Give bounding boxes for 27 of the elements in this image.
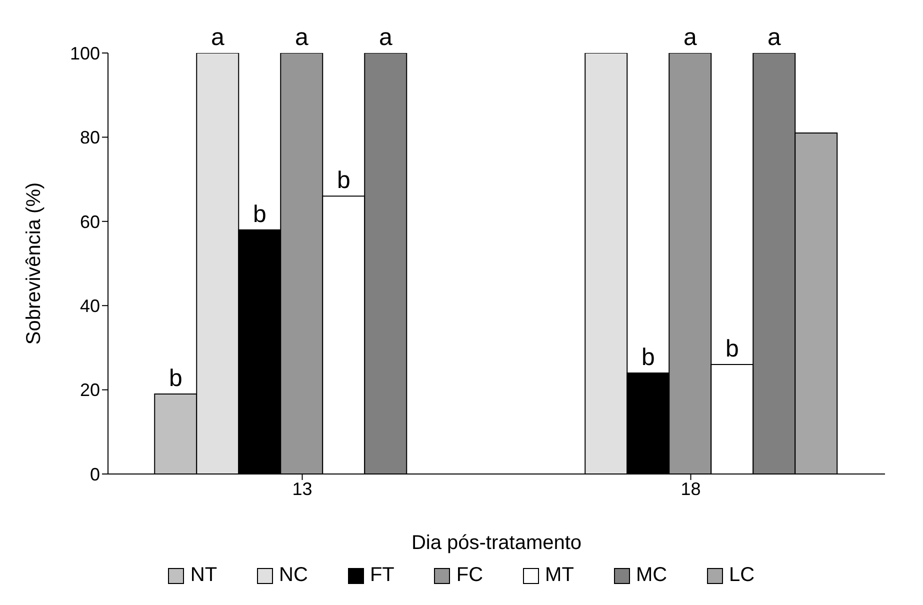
data-label: a — [210, 24, 225, 51]
y-tick-label: 60 — [80, 212, 100, 232]
legend-label: NC — [279, 564, 308, 587]
legend-label: LC — [729, 564, 755, 587]
data-label: b — [252, 200, 266, 228]
legend-label: FT — [370, 564, 394, 587]
data-label: a — [378, 24, 393, 51]
data-label: a — [294, 24, 309, 51]
data-label: b — [168, 365, 182, 392]
data-label: a — [683, 24, 698, 51]
x-tick-label: 13 — [292, 478, 312, 499]
data-label: a — [767, 24, 782, 51]
x-axis-title: Dia pós-tratamento — [411, 532, 582, 554]
x-tick-label: 18 — [680, 478, 701, 499]
data-label: b — [641, 344, 655, 371]
y-tick-label: 20 — [80, 380, 100, 400]
data-label: b — [725, 336, 739, 363]
y-tick-label: 80 — [80, 128, 100, 148]
legend-label: MC — [636, 564, 668, 587]
y-tick-label: 40 — [80, 296, 100, 316]
legend-label: MT — [545, 564, 574, 587]
y-axis-title: Sobrevivência (%) — [23, 182, 46, 345]
legend-label: NT — [190, 564, 218, 587]
y-tick-label: 0 — [90, 464, 100, 484]
data-label: b — [336, 167, 350, 194]
y-tick-label: 100 — [70, 43, 100, 64]
legend-label: FC — [456, 564, 484, 587]
